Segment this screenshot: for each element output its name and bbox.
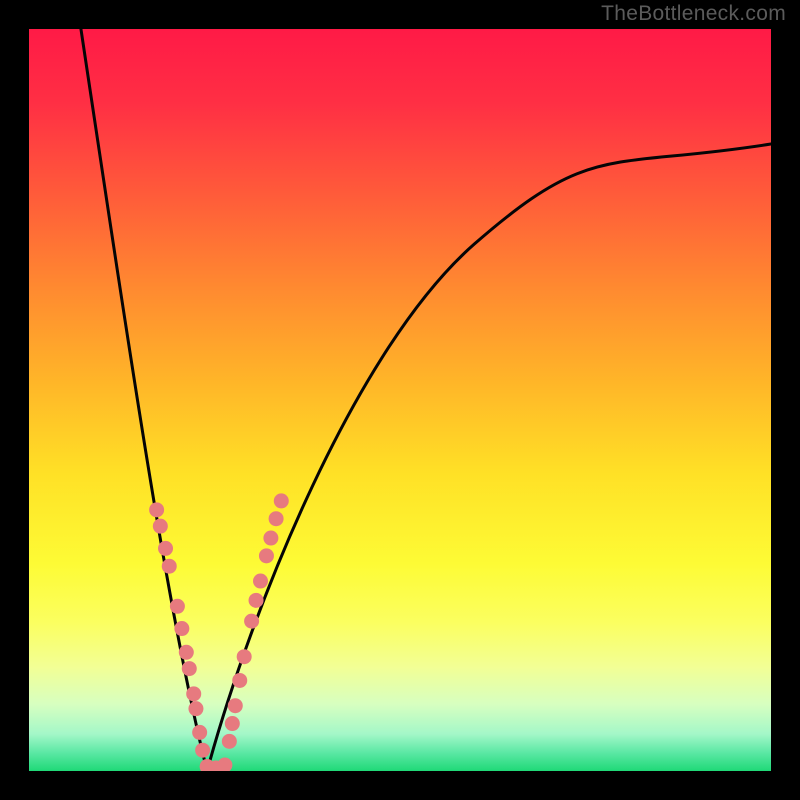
data-point bbox=[259, 548, 274, 563]
data-point bbox=[228, 698, 243, 713]
data-point bbox=[174, 621, 189, 636]
data-point bbox=[149, 502, 164, 517]
data-point bbox=[195, 743, 210, 758]
data-point bbox=[217, 758, 232, 771]
data-point bbox=[179, 645, 194, 660]
data-point bbox=[182, 661, 197, 676]
data-point bbox=[274, 493, 289, 508]
data-point bbox=[153, 519, 168, 534]
data-point bbox=[232, 673, 247, 688]
data-point bbox=[158, 541, 173, 556]
bottleneck-curve bbox=[81, 29, 771, 771]
data-point bbox=[263, 531, 278, 546]
data-point bbox=[237, 649, 252, 664]
data-point bbox=[249, 593, 264, 608]
data-point bbox=[225, 716, 240, 731]
data-point bbox=[244, 614, 259, 629]
data-point bbox=[269, 511, 284, 526]
curve-layer bbox=[29, 29, 771, 771]
data-point bbox=[170, 599, 185, 614]
chart-frame: TheBottleneck.com bbox=[0, 0, 800, 800]
data-point bbox=[162, 559, 177, 574]
watermark-text: TheBottleneck.com bbox=[601, 2, 786, 26]
data-point bbox=[188, 701, 203, 716]
data-point bbox=[253, 574, 268, 589]
data-point bbox=[222, 734, 237, 749]
plot-area bbox=[29, 29, 771, 771]
data-point bbox=[186, 686, 201, 701]
data-point bbox=[192, 725, 207, 740]
